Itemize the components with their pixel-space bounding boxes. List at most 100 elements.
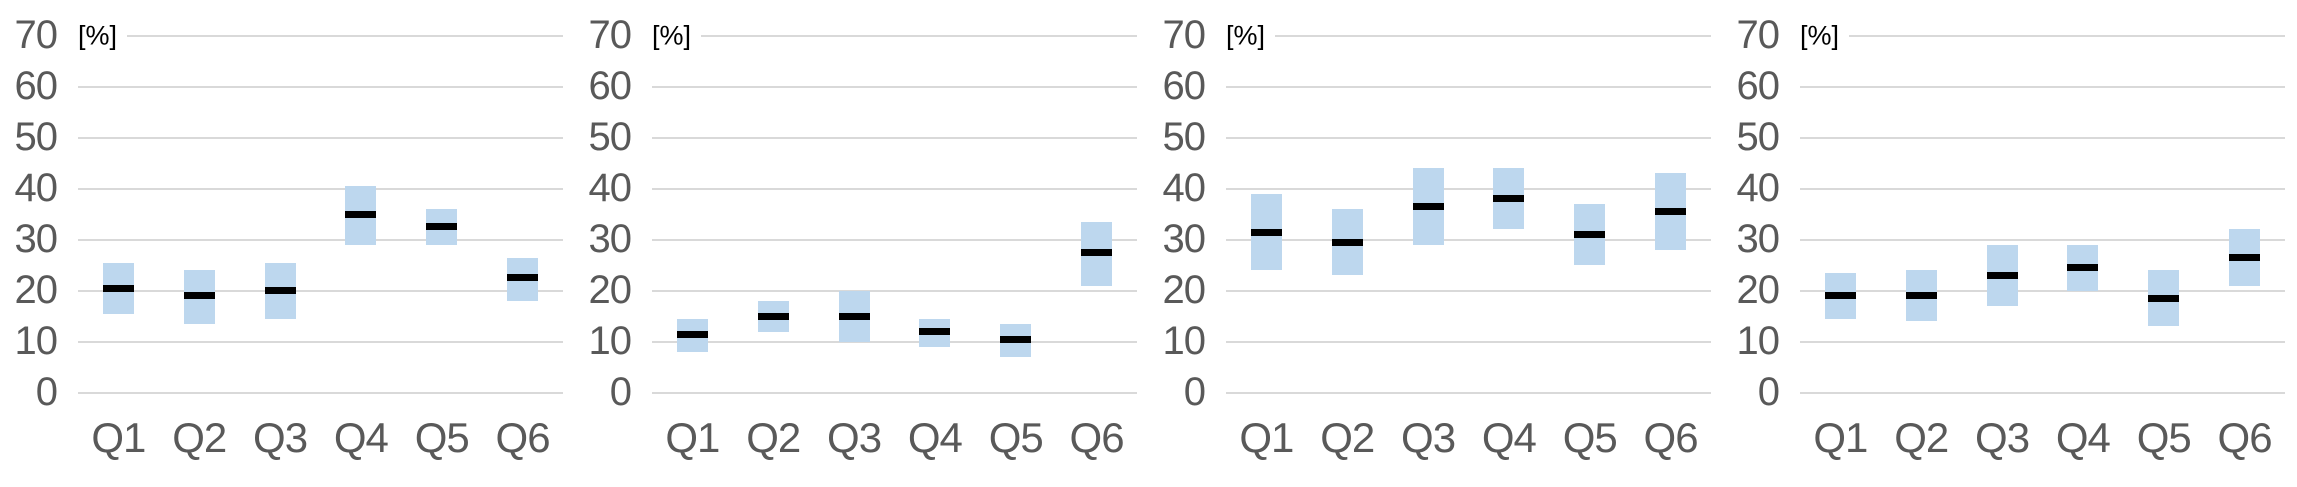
y-axis-tick-label: 0 <box>35 369 58 414</box>
gridline <box>78 391 563 394</box>
gridline <box>1226 340 1711 343</box>
y-axis-tick-label: 10 <box>14 318 59 363</box>
gridline <box>652 238 1137 241</box>
median-line <box>1412 202 1444 210</box>
median-line <box>1000 335 1032 343</box>
y-axis-tick-label: 60 <box>1162 63 1207 108</box>
median-line <box>345 210 377 218</box>
gridline <box>1226 34 1711 37</box>
gridline <box>78 340 563 343</box>
y-axis-tick-label: 0 <box>609 369 632 414</box>
y-axis-tick-label: 60 <box>588 63 633 108</box>
y-axis-tick-label: 20 <box>1736 267 1781 312</box>
y-axis-tick-label: 50 <box>1162 114 1207 159</box>
x-axis-category-label: Q5 <box>2136 414 2192 461</box>
x-axis-category-label: Q4 <box>907 414 963 461</box>
median-line <box>2067 264 2099 272</box>
range-box <box>1824 272 1856 319</box>
plot-area <box>1800 34 2285 394</box>
gridline <box>1800 340 2285 343</box>
median-line <box>2229 254 2261 262</box>
median-line <box>264 287 296 295</box>
gridline <box>1800 85 2285 88</box>
plot-area <box>78 34 563 394</box>
range-box <box>1331 209 1363 276</box>
range-box <box>1250 193 1282 271</box>
median-line <box>757 312 789 320</box>
median-line <box>1574 231 1606 239</box>
median-line <box>1081 248 1113 256</box>
y-axis-tick-label: 40 <box>1162 165 1207 210</box>
x-axis-category-label: Q6 <box>1643 414 1699 461</box>
y-axis-tick-label: 70 <box>14 12 59 57</box>
y-axis-tick-label: 50 <box>1736 114 1781 159</box>
gridline <box>652 34 1137 37</box>
gridline <box>78 289 563 292</box>
x-axis-category-label: Q6 <box>2217 414 2273 461</box>
median-line <box>1824 292 1856 300</box>
range-box <box>919 318 951 347</box>
range-box <box>345 186 377 245</box>
x-axis-category-label: Q1 <box>91 414 146 461</box>
y-axis-tick-label: 60 <box>1736 63 1781 108</box>
y-axis-tick-label: 50 <box>588 114 633 159</box>
x-axis-category-label: Q2 <box>172 414 227 461</box>
x-axis-category-label: Q1 <box>1813 414 1868 461</box>
range-box <box>2148 270 2180 327</box>
y-axis-tick-label: 10 <box>588 318 633 363</box>
gridline <box>78 34 563 37</box>
median-line <box>1250 228 1282 236</box>
median-line <box>676 330 708 338</box>
gridline <box>78 85 563 88</box>
y-axis-tick-label: 70 <box>588 12 633 57</box>
median-line <box>919 328 951 336</box>
x-axis-category-label: Q2 <box>1320 414 1375 461</box>
range-box <box>1655 173 1687 250</box>
x-axis-category-label: Q3 <box>1401 414 1456 461</box>
gridline <box>652 289 1137 292</box>
x-axis-category-label: Q1 <box>665 414 720 461</box>
range-box <box>1905 270 1937 322</box>
x-axis-category-label: Q4 <box>333 414 389 461</box>
y-axis-tick-label: 40 <box>14 165 59 210</box>
median-line <box>102 284 134 292</box>
gridline <box>1800 187 2285 190</box>
range-box <box>1493 168 1525 230</box>
gridline <box>1226 289 1711 292</box>
y-axis-tick-label: 70 <box>1736 12 1781 57</box>
gridline <box>78 136 563 139</box>
y-axis-tick-label: 30 <box>1736 216 1781 261</box>
x-axis-category-label: Q2 <box>1894 414 1949 461</box>
x-axis-category-label: Q4 <box>2055 414 2111 461</box>
median-line <box>183 292 215 300</box>
y-axis-unit-label: [%] <box>1800 20 1850 51</box>
x-axis-category-label: Q2 <box>746 414 801 461</box>
gridline <box>1226 391 1711 394</box>
y-axis-tick-label: 60 <box>14 63 59 108</box>
gridline <box>652 187 1137 190</box>
gridline <box>1226 238 1711 241</box>
y-axis-tick-label: 40 <box>1736 165 1781 210</box>
y-axis-unit-label: [%] <box>652 20 702 51</box>
gridline <box>1800 289 2285 292</box>
median-line <box>838 312 870 320</box>
range-box <box>264 262 296 319</box>
y-axis-tick-label: 20 <box>14 267 59 312</box>
chart-panel: 70 60 50 40 30 20 10 0 [%] Q1 Q2 Q3 Q4 Q5 Q6 <box>1148 0 1722 487</box>
y-axis-tick-label: 0 <box>1757 369 1780 414</box>
median-line <box>1986 271 2018 279</box>
range-box <box>507 257 539 301</box>
y-axis-tick-label: 70 <box>1162 12 1207 57</box>
range-box <box>676 318 708 352</box>
x-axis-category-label: Q4 <box>1481 414 1537 461</box>
range-box <box>2229 229 2261 286</box>
y-axis-unit-label: [%] <box>78 20 128 51</box>
plot-area <box>652 34 1137 394</box>
range-box <box>1000 323 1032 358</box>
median-line <box>1331 238 1363 246</box>
x-axis-category-label: Q5 <box>414 414 470 461</box>
x-axis-category-label: Q6 <box>495 414 551 461</box>
x-axis-category-label: Q1 <box>1239 414 1294 461</box>
range-box <box>757 300 789 332</box>
